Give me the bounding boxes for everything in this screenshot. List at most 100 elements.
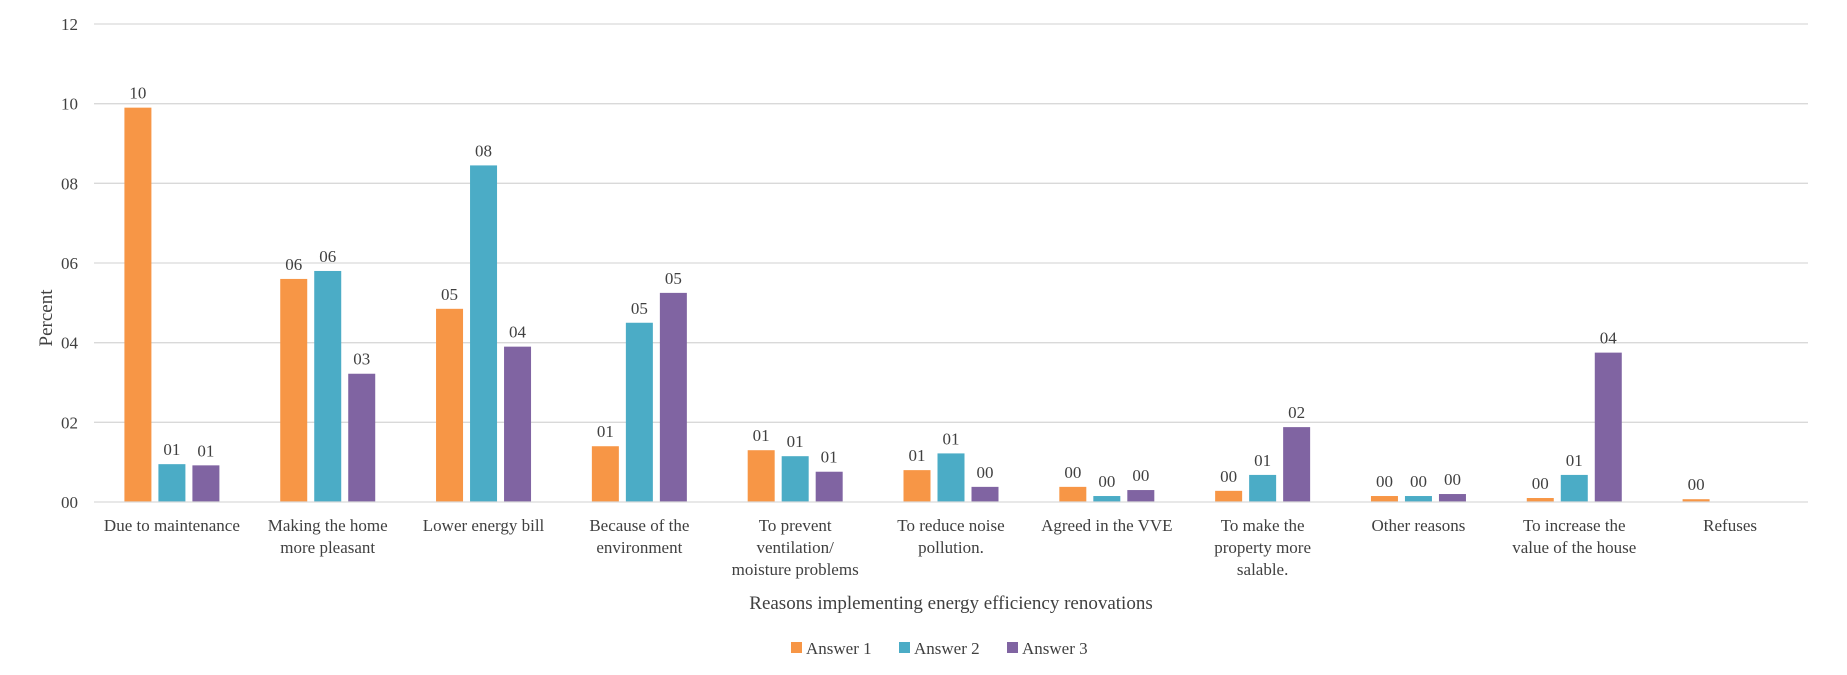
data-label: 00 [1532, 474, 1549, 493]
gridlines [94, 23, 1808, 423]
bar-answer-1 [124, 107, 152, 503]
data-label: 05 [441, 285, 458, 304]
category-label: Refuses [1703, 516, 1757, 535]
bar-answer-2 [781, 456, 809, 502]
y-tick-label: 00 [61, 493, 78, 512]
data-label: 00 [1376, 472, 1393, 491]
category-label: Making the home [268, 516, 388, 535]
data-label: 00 [1098, 472, 1115, 491]
y-axis-ticks: 00 02 04 06 08 10 12 [61, 15, 79, 512]
category-label: pollution. [918, 538, 984, 557]
data-labels: 10 06 05 01 01 01 00 00 00 00 00 01 06 08 05 01 01 00 01 00… [129, 84, 1704, 495]
data-label: 01 [787, 432, 804, 451]
category-label: more pleasant [280, 538, 375, 557]
bar-answer-1 [1682, 499, 1710, 502]
category-label: property more [1214, 538, 1311, 557]
data-label: 00 [977, 463, 994, 482]
data-label: 05 [665, 269, 682, 288]
bar-answer-2 [1560, 474, 1588, 502]
data-label: 00 [1132, 466, 1149, 485]
bar-answer-2 [470, 165, 498, 503]
bar-answer-3 [659, 292, 687, 502]
bar-answer-2 [1404, 496, 1432, 502]
legend-label: Answer 2 [914, 639, 980, 658]
y-axis-title: Percent [36, 289, 57, 347]
category-label: To prevent [759, 516, 832, 535]
bar-answer-1 [903, 470, 931, 502]
y-tick-label: 02 [61, 413, 78, 432]
data-label: 01 [943, 429, 960, 448]
data-label: 04 [1600, 329, 1618, 348]
bar-answer-1 [280, 278, 308, 502]
data-label: 01 [163, 440, 180, 459]
data-label: 00 [1410, 472, 1427, 491]
bar-answer-2 [937, 453, 965, 502]
category-label: To make the [1221, 516, 1305, 535]
data-label: 01 [597, 422, 614, 441]
bar-answer-1 [1370, 496, 1398, 502]
bar-answer-3 [348, 373, 376, 502]
bar-answer-3 [192, 465, 220, 502]
legend-swatch [791, 642, 802, 653]
category-label: salable. [1237, 560, 1288, 579]
bar-answer-2 [1249, 474, 1277, 502]
bar-answer-2 [158, 464, 186, 502]
bar-answer-3 [1594, 352, 1622, 502]
legend-label: Answer 3 [1022, 639, 1088, 658]
data-label: 01 [821, 448, 838, 467]
bar-answer-3 [1438, 494, 1466, 502]
data-label: 00 [1688, 475, 1705, 494]
y-tick-label: 06 [61, 254, 78, 273]
data-label: 02 [1288, 403, 1305, 422]
bar-answer-3 [815, 471, 843, 502]
category-label: To reduce noise [897, 516, 1004, 535]
bar-answer-2 [314, 270, 342, 502]
y-tick-label: 10 [61, 95, 78, 114]
data-label: 05 [631, 299, 648, 318]
bar-answer-3 [1127, 490, 1155, 502]
bar-answer-3 [1283, 427, 1311, 502]
y-tick-label: 08 [61, 174, 78, 193]
legend-label: Answer 1 [806, 639, 872, 658]
bar-answer-2 [625, 322, 653, 502]
category-label: Agreed in the VVE [1041, 516, 1172, 535]
category-labels: Due to maintenance Making the home more pl… [104, 516, 1757, 579]
data-label: 03 [353, 350, 370, 369]
data-label: 01 [753, 426, 770, 445]
data-label: 08 [475, 141, 492, 160]
data-label: 06 [319, 247, 336, 266]
category-label: Lower energy bill [423, 516, 545, 535]
bar-answer-1 [1215, 490, 1243, 502]
category-label: Because of the [589, 516, 689, 535]
data-label: 01 [909, 446, 926, 465]
data-label: 04 [509, 323, 527, 342]
data-label: 01 [1566, 451, 1583, 470]
legend-swatch [899, 642, 910, 653]
category-label: To increase the [1523, 516, 1626, 535]
bar-answer-1 [1059, 486, 1087, 502]
bar-answer-3 [971, 486, 999, 502]
category-label: value of the house [1512, 538, 1636, 557]
legend-swatch [1007, 642, 1018, 653]
data-label: 01 [197, 441, 214, 460]
data-label: 00 [1220, 467, 1237, 486]
data-label: 01 [1254, 451, 1271, 470]
bars [124, 107, 1710, 503]
y-tick-label: 04 [61, 334, 79, 353]
bar-answer-1 [436, 308, 464, 502]
category-label: Other reasons [1371, 516, 1465, 535]
bar-answer-1 [747, 450, 775, 502]
category-label: moisture problems [732, 560, 859, 579]
bar-answer-1 [591, 446, 619, 502]
category-label: Due to maintenance [104, 516, 240, 535]
data-label: 00 [1444, 470, 1461, 489]
bar-answer-1 [1526, 498, 1554, 502]
category-label: ventilation/ [756, 538, 834, 557]
data-label: 00 [1064, 463, 1081, 482]
y-tick-label: 12 [61, 15, 78, 34]
legend: Answer 1 Answer 2 Answer 3 [791, 639, 1088, 658]
bar-answer-3 [504, 346, 532, 502]
bar-answer-2 [1093, 496, 1121, 502]
